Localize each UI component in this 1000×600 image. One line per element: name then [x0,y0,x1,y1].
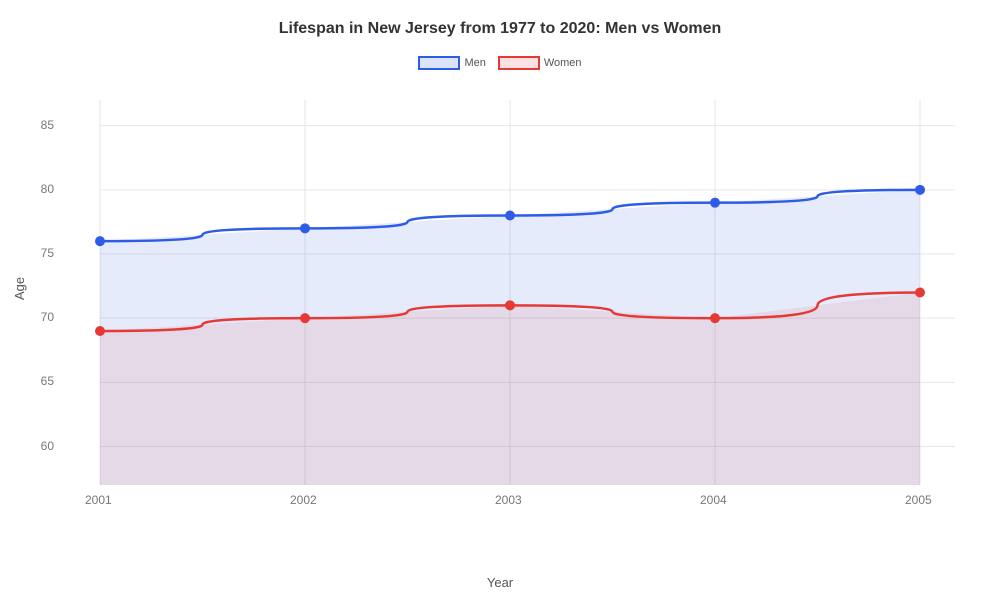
legend-item-men: Men [418,56,485,70]
legend-swatch-men [418,56,460,70]
x-tick-label: 2002 [290,493,317,507]
y-tick-label: 85 [41,118,54,132]
plot-area [60,100,960,530]
x-tick-label: 2003 [495,493,522,507]
chart-title: Lifespan in New Jersey from 1977 to 2020… [0,0,1000,38]
legend-item-women: Women [498,56,582,70]
legend-label-men: Men [464,57,485,69]
y-axis-label: Age [12,277,27,300]
x-tick-label: 2001 [85,493,112,507]
legend-label-women: Women [544,57,582,69]
legend-swatch-women [498,56,540,70]
x-tick-label: 2005 [905,493,932,507]
y-tick-label: 80 [41,182,54,196]
chart-container: Lifespan in New Jersey from 1977 to 2020… [0,0,1000,600]
x-tick-label: 2004 [700,493,727,507]
y-tick-label: 65 [41,374,54,388]
y-tick-label: 70 [41,310,54,324]
y-tick-label: 60 [41,439,54,453]
y-tick-label: 75 [41,246,54,260]
x-axis-label: Year [0,575,1000,590]
legend: Men Women [0,56,1000,70]
